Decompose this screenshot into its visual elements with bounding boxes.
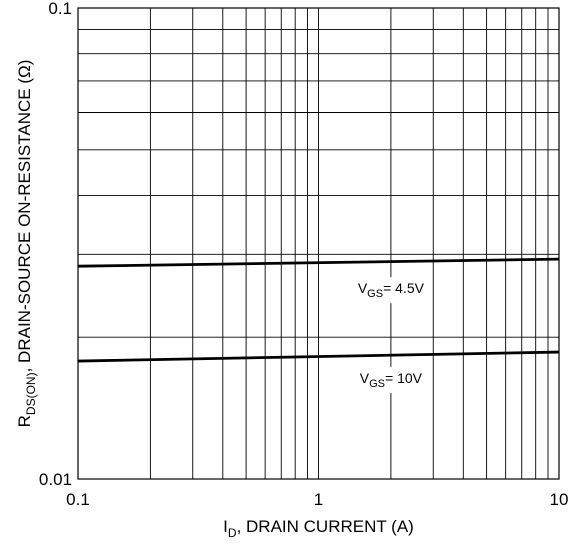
y-tick-label: 0.1	[48, 0, 72, 18]
series-label-bg	[354, 366, 428, 393]
series-label-sub: GS	[367, 288, 383, 300]
x-tick-label: 0.1	[66, 490, 90, 509]
series-label-main: V	[358, 280, 368, 296]
series-label-1: VGS= 4.5V	[352, 277, 430, 304]
y-axis-label-main: R	[15, 415, 34, 427]
series-line-1	[77, 257, 560, 268]
series-label-rest: = 4.5V	[383, 280, 425, 296]
grid	[78, 8, 559, 479]
series-label-sub: GS	[369, 378, 385, 390]
series-label-main: V	[360, 370, 370, 386]
series-label-text: VGS= 4.5V	[358, 280, 425, 300]
x-tick-label: 1	[314, 490, 323, 509]
y-axis-label-rest: , DRAIN-SOURCE ON-RESISTANCE (Ω)	[15, 60, 34, 373]
plot-frame	[77, 7, 560, 480]
x-tick-label: 10	[550, 490, 569, 509]
x-axis-label-main: I	[223, 517, 228, 536]
series-label-rest: = 10V	[385, 370, 423, 386]
x-axis-label-rest: , DRAIN CURRENT (A)	[237, 517, 414, 536]
tick-labels: 0.1 1 100.10.01	[39, 0, 569, 509]
series-line-2	[77, 350, 560, 363]
x-axis-label: ID, DRAIN CURRENT (A)	[223, 517, 414, 540]
y-tick-label: 0.01	[39, 470, 72, 489]
series-lines	[77, 257, 560, 363]
series-label-text: VGS= 10V	[360, 370, 423, 390]
y-axis-label: RDS(ON), DRAIN-SOURCE ON-RESISTANCE (Ω)	[15, 60, 38, 428]
x-axis-label-sub: D	[228, 526, 237, 540]
series-label-2: VGS= 10V	[354, 366, 428, 393]
series-label-bg	[352, 277, 430, 304]
y-axis-label-sub: DS(ON)	[24, 372, 38, 415]
